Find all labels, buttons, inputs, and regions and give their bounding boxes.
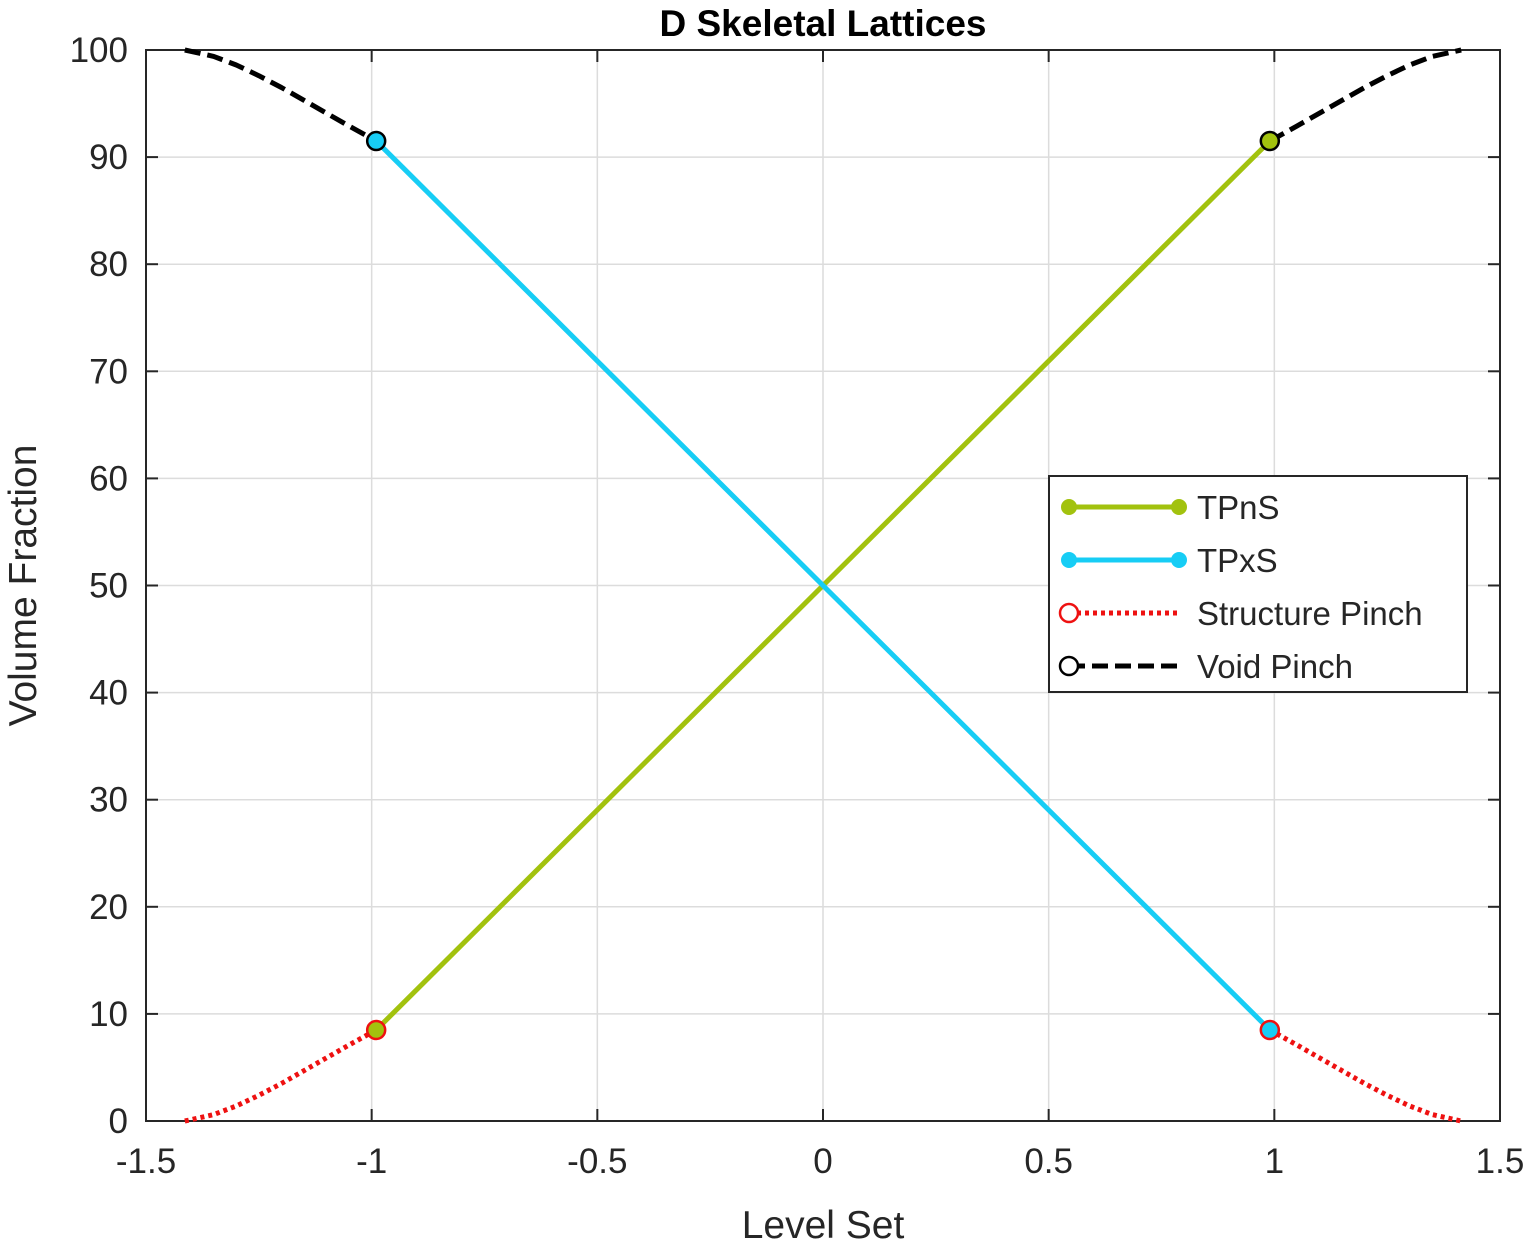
y-tick-label: 60 — [89, 459, 128, 498]
x-tick-label: 0 — [813, 1142, 832, 1181]
legend-label-tpxs: TPxS — [1197, 542, 1278, 579]
x-tick-label: -0.5 — [567, 1142, 627, 1181]
y-tick-label: 10 — [89, 995, 128, 1034]
x-axis-label: Level Set — [742, 1204, 905, 1244]
series-layer — [184, 47, 1462, 1124]
x-tick-label: -1 — [356, 1142, 387, 1181]
data-point-tpns — [365, 1019, 387, 1041]
markers-layer — [365, 130, 1281, 1041]
legend-label-tpns: TPnS — [1197, 489, 1280, 526]
y-tick-label: 90 — [89, 138, 128, 177]
y-tick-label: 0 — [109, 1102, 128, 1141]
legend-label-void-pinch: Void Pinch — [1197, 648, 1353, 685]
y-tick-label: 70 — [89, 352, 128, 391]
series-line-void-pinch — [184, 47, 378, 144]
legend-marker-structure-pinch — [1058, 602, 1080, 624]
x-tick-label: 0.5 — [1024, 1142, 1073, 1181]
data-point-tpns — [1259, 130, 1281, 152]
y-tick-label: 80 — [89, 245, 128, 284]
y-tick-label: 50 — [89, 567, 128, 606]
series-line-structure-pinch — [184, 1027, 378, 1124]
legend-label-structure-pinch: Structure Pinch — [1197, 595, 1423, 632]
series-line-void-pinch — [1268, 47, 1462, 144]
series-line-structure-pinch — [1268, 1027, 1462, 1124]
y-tick-label: 20 — [89, 888, 128, 927]
y-axis-label: Volume Fraction — [2, 445, 45, 727]
y-tick-label: 40 — [89, 674, 128, 713]
legend-marker-tpns — [1061, 499, 1077, 515]
ticks: -1.5 -1 -0.5 0 0.5 1 1.5 0 10 20 30 40 50 60 70 80 90 100 — [70, 31, 1525, 1181]
chart-title: D Skeletal Lattices — [660, 3, 987, 44]
data-point-tpxs — [365, 130, 387, 152]
x-tick-label: 1.5 — [1476, 1142, 1525, 1181]
legend-box — [1048, 475, 1468, 693]
series-line-tpxs — [374, 139, 1272, 1032]
legend-marker-tpns — [1171, 499, 1187, 515]
legend: TPnS TPxS Structure Pinch Void Pinch — [1048, 475, 1468, 693]
y-tick-label: 100 — [70, 31, 128, 70]
legend-marker-void-pinch — [1058, 655, 1080, 677]
y-tick-label: 30 — [89, 781, 128, 820]
x-tick-label: -1.5 — [116, 1142, 176, 1181]
legend-marker-tpxs — [1171, 552, 1187, 568]
legend-marker-tpxs — [1061, 552, 1077, 568]
x-tick-label: 1 — [1265, 1142, 1284, 1181]
data-point-tpxs — [1259, 1019, 1281, 1041]
